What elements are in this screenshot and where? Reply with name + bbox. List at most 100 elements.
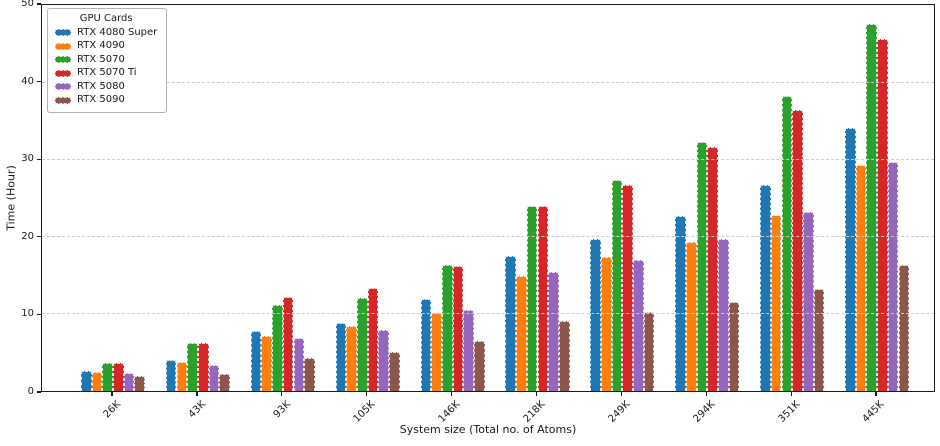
bar-RTX-5080-105K	[378, 330, 390, 391]
bar-RTX-5080-445K	[887, 161, 899, 391]
x-tick-label-294K: 294K	[691, 399, 718, 425]
y-axis-label: Time (Hour)	[4, 165, 18, 231]
bar-RTX-4090-93K	[261, 335, 273, 391]
bar-RTX-4090-294K	[685, 241, 697, 391]
bar-RTX-4080-Super-146K	[420, 299, 432, 391]
legend-swatch-icon	[55, 56, 71, 64]
bar-RTX-5080-146K	[463, 310, 474, 391]
bar-RTX-5090-218K	[558, 320, 570, 391]
bar-RTX-5070-218K	[526, 206, 538, 391]
bar-RTX-4080-Super-218K	[505, 256, 517, 391]
x-tick-label-93K: 93K	[271, 399, 293, 421]
x-tick-mark-43K	[196, 392, 198, 396]
bar-RTX-5090-249K	[643, 311, 655, 391]
legend-item-RTX-5070: RTX 5070	[55, 53, 157, 67]
bar-RTX-5070-Ti-351K	[792, 109, 803, 391]
bar-RTX-5070-Ti-105K	[367, 287, 379, 391]
x-tick-label-26K: 26K	[101, 399, 123, 421]
bar-RTX-5070-Ti-26K	[113, 362, 124, 391]
y-tick-label-30: 30	[21, 153, 34, 165]
legend-swatch-icon	[55, 42, 71, 50]
y-tick-label-0: 0	[27, 386, 34, 397]
bar-RTX-4090-146K	[431, 313, 442, 391]
x-tick-mark-146K	[450, 392, 453, 396]
bar-RTX-5080-351K	[802, 211, 814, 391]
y-tick-mark-50	[36, 3, 41, 5]
x-tick-label-43K: 43K	[186, 399, 208, 421]
plot-area: GPU Cards RTX 4080 Super RTX 4090 RTX 5070…	[41, 4, 935, 392]
bar-RTX-5070-26K	[102, 362, 113, 391]
bar-RTX-4090-218K	[516, 276, 527, 391]
bar-RTX-5070-249K	[611, 180, 623, 391]
x-tick-label-105K: 105K	[351, 399, 378, 425]
bar-RTX-5070-93K	[272, 304, 283, 391]
bar-RTX-4090-105K	[346, 326, 357, 391]
legend-item-label: RTX 5070 Ti	[77, 67, 137, 79]
x-tick-mark-445K	[875, 392, 877, 396]
y-tick-label-20: 20	[21, 230, 34, 242]
gridline-40	[42, 82, 934, 83]
x-tick-label-445K: 445K	[860, 399, 887, 425]
legend-item-RTX-5080: RTX 5080	[55, 80, 157, 94]
x-tick-label-351K: 351K	[776, 399, 802, 425]
bar-RTX-5070-Ti-43K	[197, 343, 209, 391]
bar-RTX-4080-Super-93K	[250, 330, 262, 391]
bar-RTX-5070-445K	[866, 23, 878, 391]
y-tick-mark-30	[36, 158, 41, 160]
legend-items: RTX 4080 Super RTX 4090 RTX 5070 RTX 5070 T…	[55, 26, 157, 107]
bar-RTX-5090-26K	[134, 376, 146, 391]
bar-RTX-5080-249K	[633, 260, 644, 391]
gridline-20	[42, 236, 934, 237]
x-tick-mark-294K	[705, 392, 707, 396]
bar-RTX-4090-445K	[855, 165, 867, 391]
legend-item-RTX-4090: RTX 4090	[55, 40, 157, 54]
bar-RTX-5070-Ti-146K	[452, 266, 464, 391]
bar-RTX-5090-93K	[304, 357, 315, 391]
y-tick-mark-40	[36, 80, 41, 83]
bar-RTX-5070-Ti-445K	[877, 39, 888, 391]
bar-RTX-5070-Ti-249K	[622, 184, 634, 391]
bar-RTX-4080-Super-43K	[165, 360, 177, 391]
bar-RTX-5090-105K	[389, 351, 400, 391]
bar-RTX-4090-26K	[91, 371, 103, 391]
bar-RTX-5080-93K	[293, 337, 305, 391]
y-tick-label-40: 40	[21, 75, 34, 87]
y-tick-mark-10	[36, 313, 41, 316]
x-axis-label: System size (Total no. of Atoms)	[399, 423, 577, 436]
x-tick-label-249K: 249K	[606, 399, 633, 425]
legend-swatch-icon	[55, 69, 71, 77]
bar-RTX-5090-294K	[728, 302, 740, 391]
legend: GPU Cards RTX 4080 Super RTX 4090 RTX 5070…	[47, 8, 168, 113]
bar-RTX-4090-249K	[601, 257, 612, 391]
x-tick-label-218K: 218K	[521, 399, 548, 425]
legend-item-RTX-5090: RTX 5090	[55, 94, 157, 108]
bar-RTX-5070-351K	[781, 96, 793, 391]
bar-RTX-5080-43K	[208, 364, 220, 391]
bar-RTX-4080-Super-445K	[845, 128, 856, 391]
bar-RTX-5090-445K	[898, 264, 910, 391]
x-tick-mark-351K	[790, 392, 792, 396]
y-tick-label-10: 10	[21, 308, 34, 320]
x-tick-mark-26K	[111, 392, 113, 396]
legend-item-label: RTX 5080	[77, 80, 125, 92]
bar-RTX-4080-Super-105K	[335, 323, 347, 391]
bar-RTX-5070-294K	[696, 142, 708, 391]
legend-item-label: RTX 5070	[77, 53, 125, 65]
bar-RTX-5090-43K	[219, 374, 230, 391]
legend-swatch-icon	[55, 83, 71, 91]
gridline-10	[42, 313, 934, 314]
bar-RTX-5070-Ti-294K	[707, 146, 718, 391]
bar-RTX-4080-Super-294K	[675, 216, 686, 391]
y-tick-mark-0	[36, 391, 41, 393]
bar-RTX-4080-Super-26K	[80, 370, 92, 391]
bar-RTX-5080-218K	[548, 272, 559, 391]
bar-RTX-4080-Super-351K	[760, 184, 771, 391]
legend-item-RTX-4080-Super: RTX 4080 Super	[55, 26, 157, 40]
bar-RTX-5090-351K	[813, 288, 825, 391]
legend-item-label: RTX 5090	[77, 94, 125, 106]
bar-RTX-5070-43K	[187, 342, 198, 391]
x-tick-mark-218K	[535, 392, 538, 396]
legend-swatch-icon	[55, 96, 71, 104]
legend-item-label: RTX 4080 Super	[77, 26, 158, 38]
